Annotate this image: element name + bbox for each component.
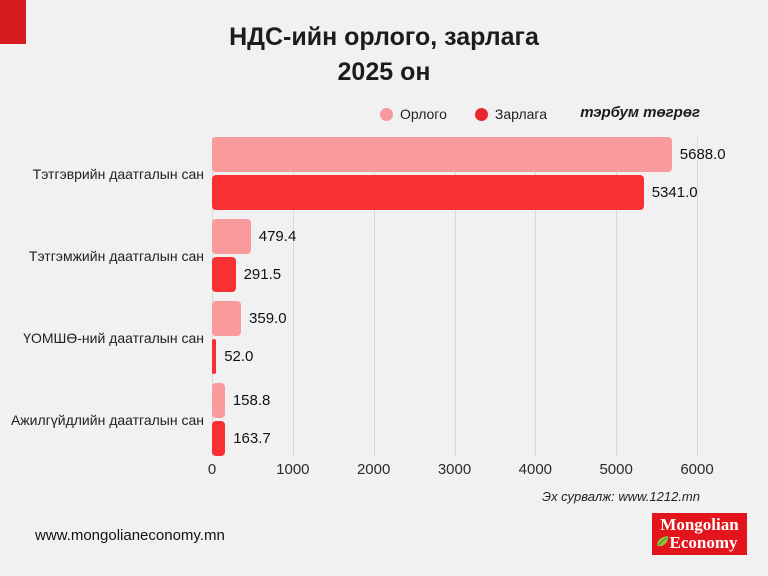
plot-area: Тэтгэврийн даатгалын сан 5688.0 5341.0 Тэтг… <box>11 137 732 456</box>
gridline <box>454 137 456 456</box>
bar-row: 479.4 <box>212 219 732 254</box>
bar-зарлага <box>212 339 217 374</box>
bar-group: Тэтгэврийн даатгалын сан 5688.0 5341.0 <box>33 137 732 210</box>
bar-value-label: 5341.0 <box>651 184 698 201</box>
bar-row: 163.7 <box>212 421 732 456</box>
bar-row: 359.0 <box>212 301 732 336</box>
logo-line-1: Mongolian <box>660 515 739 534</box>
bar-орлого <box>212 301 242 336</box>
gridline <box>212 137 213 456</box>
bar-орлого <box>212 137 672 172</box>
bar-value-label: 158.8 <box>232 392 271 409</box>
bar-group: Тэтгэмжийн даатгалын сан 479.4 291.5 <box>29 219 732 292</box>
bar-group: ҮОМШӨ-ний даатгалын сан 359.0 52.0 <box>23 301 732 374</box>
bar-chart: Тэтгэврийн даатгалын сан 5688.0 5341.0 Тэтг… <box>11 137 732 481</box>
title-line-2: 2025 он <box>337 58 431 86</box>
bar-value-label: 5688.0 <box>679 146 726 163</box>
bar-row: 5341.0 <box>212 175 732 210</box>
mongolian-economy-logo: Mongolian Economy <box>652 513 747 555</box>
bar-row: 291.5 <box>212 257 732 292</box>
bar-group: Ажилгүйдлийн даатгалын сан 158.8 163.7 <box>11 383 732 456</box>
category-label: Тэтгэврийн даатгалын сан <box>32 165 204 182</box>
legend-item-zarlaga: Зарлага <box>474 106 547 122</box>
legend-dot-orlogo-icon <box>380 107 393 121</box>
axis-unit-label: тэрбум төгрөг <box>580 104 700 121</box>
bar-зарлага <box>212 257 236 292</box>
bar-value-label: 52.0 <box>224 348 254 365</box>
chart-legend: Орлого Зарлага <box>380 106 547 122</box>
bar-зарлага <box>212 421 226 456</box>
bar-орлого <box>212 383 225 418</box>
corner-accent-rect <box>0 0 26 44</box>
x-axis-tick-label: 6000 <box>680 461 714 478</box>
x-axis-tick-label: 0 <box>207 461 217 478</box>
x-axis-tick-label: 3000 <box>437 461 472 478</box>
logo-line-2-wrap: Economy <box>656 533 738 552</box>
legend-item-orlogo: Орлого <box>380 106 447 122</box>
title-line-1: НДС-ийн орлого, зарлага <box>229 23 539 51</box>
website-url: www.mongolianeconomy.mn <box>35 527 225 544</box>
category-label: Тэтгэмжийн даатгалын сан <box>28 247 204 264</box>
gridline <box>535 137 537 456</box>
bar-орлого <box>212 219 251 254</box>
logo-line-2: Economy <box>669 533 738 552</box>
category-label: Ажилгүйдлийн даатгалын сан <box>10 411 204 428</box>
bar-value-label: 291.5 <box>243 266 282 283</box>
chart-title: НДС-ийн орлого, зарлага 2025 он <box>0 20 768 90</box>
bar-row: 158.8 <box>212 383 732 418</box>
bar-value-label: 163.7 <box>233 430 271 447</box>
leaf-icon <box>656 534 669 552</box>
gridline <box>697 137 698 456</box>
bar-value-label: 359.0 <box>249 310 287 327</box>
bar-row: 52.0 <box>212 339 732 374</box>
legend-label-zarlaga: Зарлага <box>494 106 547 122</box>
bar-зарлага <box>212 175 644 210</box>
category-label: ҮОМШӨ-ний даатгалын сан <box>23 329 204 346</box>
bar-row: 5688.0 <box>212 137 732 172</box>
bar-value-label: 479.4 <box>258 228 297 245</box>
source-note: Эх сурвалж: www.1212.mn <box>542 489 700 504</box>
x-axis-tick-label: 1000 <box>276 461 310 478</box>
x-axis-tick-label: 4000 <box>518 461 553 478</box>
legend-label-orlogo: Орлого <box>400 106 447 122</box>
x-axis-tick-label: 5000 <box>599 461 633 478</box>
gridline <box>292 137 294 456</box>
legend-dot-zarlaga-icon <box>474 107 488 121</box>
x-axis: 0 1000 2000 3000 4000 5000 6000 <box>208 461 732 481</box>
gridline <box>616 137 618 456</box>
gridline <box>373 137 375 456</box>
x-axis-tick-label: 2000 <box>356 461 391 478</box>
